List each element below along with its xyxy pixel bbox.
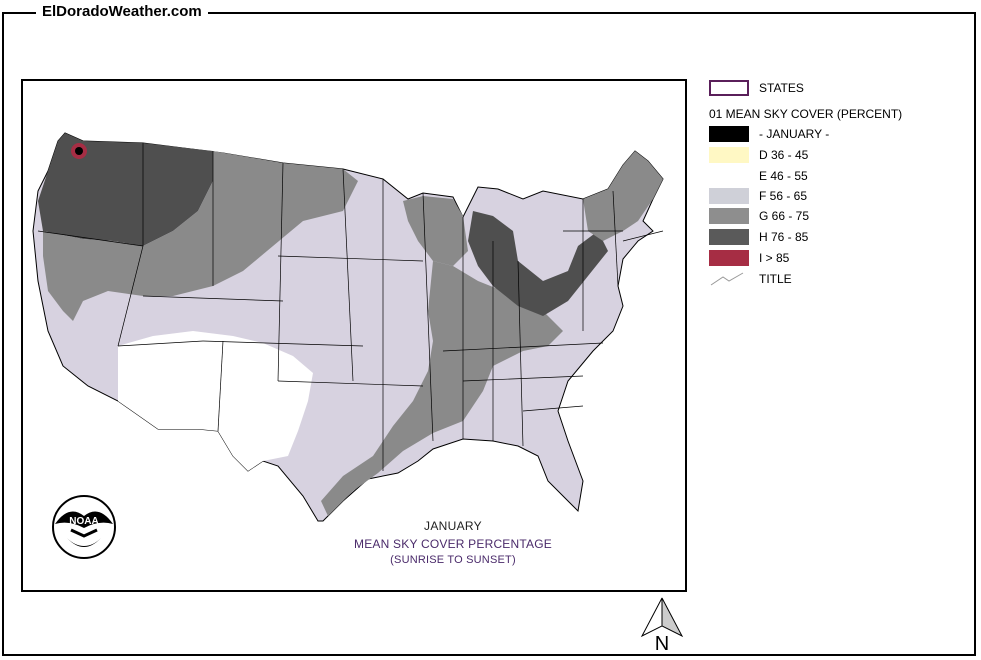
map-caption: JANUARY MEAN SKY COVER PERCENTAGE (SUNRI…	[353, 519, 553, 566]
legend-title-label: TITLE	[759, 272, 792, 286]
legend-swatch-d	[709, 147, 749, 163]
legend-label: I > 85	[759, 251, 790, 265]
legend-swatch-h	[709, 229, 749, 245]
legend-label: H 76 - 85	[759, 230, 809, 244]
legend-states-row: STATES	[709, 79, 804, 97]
legend-swatch-f	[709, 188, 749, 204]
legend-states-label: STATES	[759, 81, 804, 95]
region-pacific-northwest	[38, 133, 213, 246]
legend-label: G 66 - 75	[759, 209, 810, 223]
region-southwest-white	[118, 331, 313, 471]
legend-item: - JANUARY -	[709, 125, 829, 143]
legend-item: F 56 - 65	[709, 187, 807, 205]
states-swatch	[709, 80, 749, 96]
region-mountain-gray	[43, 151, 358, 321]
region-seattle-core	[75, 147, 83, 155]
legend-label: D 36 - 45	[759, 148, 809, 162]
legend-swatch-january	[709, 126, 749, 142]
legend-item: H 76 - 85	[709, 228, 808, 246]
legend-title-row: TITLE	[709, 270, 792, 288]
north-label: N	[655, 633, 669, 654]
page-frame	[2, 12, 976, 656]
site-title: ElDoradoWeather.com	[36, 3, 208, 20]
noaa-logo-text: NOAA	[69, 516, 98, 527]
noaa-logo: NOAA	[52, 495, 116, 559]
region-ohio-valley	[468, 211, 608, 316]
us-sky-cover-map	[32, 132, 664, 522]
state-boundaries	[37, 143, 664, 471]
legend-swatch-i	[709, 250, 749, 266]
caption-title: MEAN SKY COVER PERCENTAGE	[354, 537, 552, 551]
region-mississippi-valley	[321, 261, 563, 516]
title-line-icon	[710, 272, 744, 286]
caption-month: JANUARY	[424, 519, 482, 533]
legend-item: G 66 - 75	[709, 207, 809, 225]
region-northeast	[583, 151, 663, 241]
legend-item: E 46 - 55	[709, 167, 808, 185]
legend-item: I > 85	[709, 249, 789, 267]
legend-swatch-g	[709, 208, 749, 224]
north-arrow-icon: N	[640, 597, 684, 654]
legend-header: 01 MEAN SKY COVER (PERCENT)	[709, 107, 903, 121]
legend-item: D 36 - 45	[709, 146, 808, 164]
caption-subtitle: (SUNRISE TO SUNSET)	[390, 554, 516, 566]
legend-label: - JANUARY -	[759, 127, 830, 141]
region-great-lakes	[403, 196, 468, 266]
map-panel: NOAA JANUARY MEAN SKY COVER PERCENTAGE (…	[21, 79, 687, 592]
legend-swatch-e	[709, 168, 749, 184]
legend-label: F 56 - 65	[759, 189, 808, 203]
legend-label: E 46 - 55	[759, 169, 808, 183]
